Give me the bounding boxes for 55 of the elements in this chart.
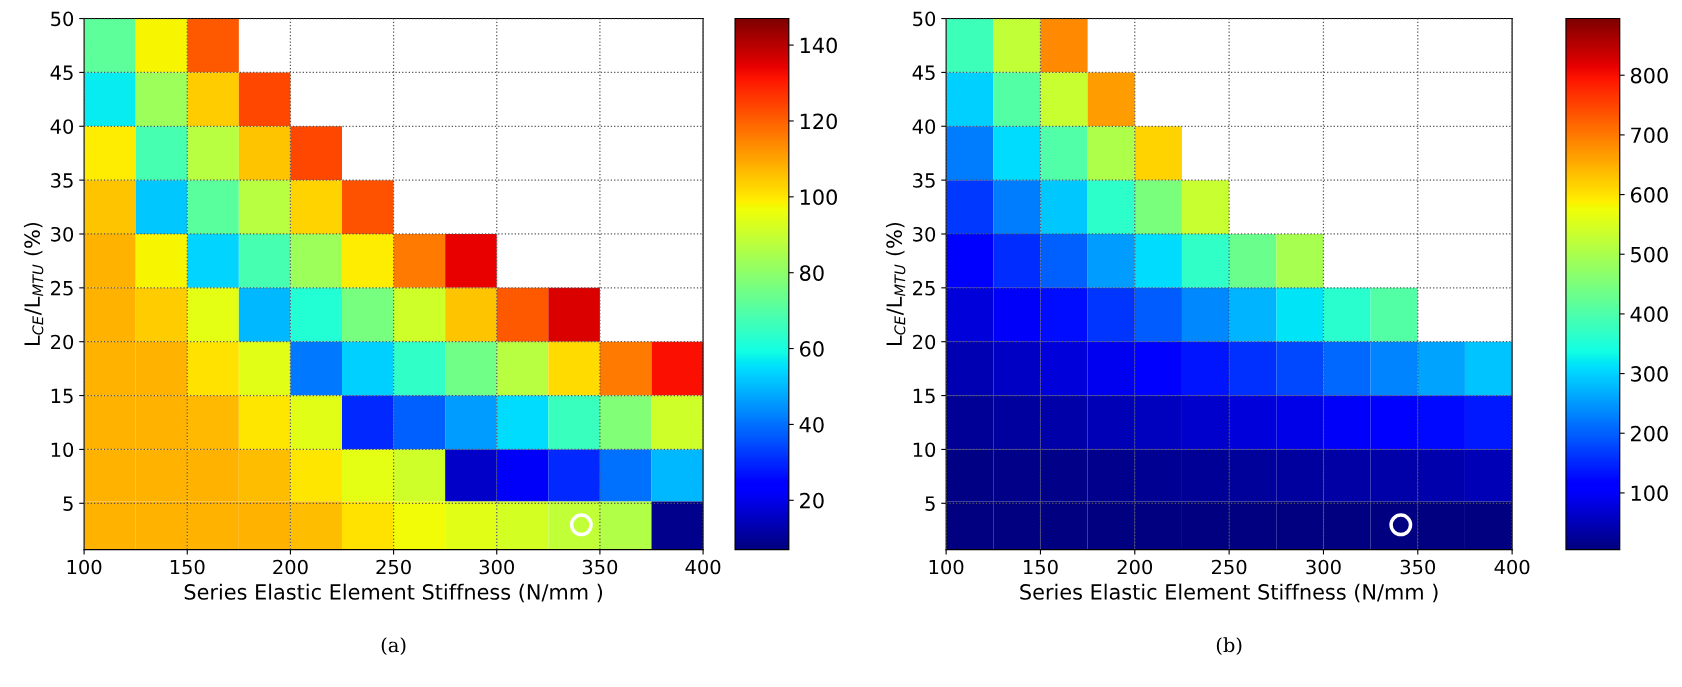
x-tick-label: 300 [479,559,515,575]
x-tick-label: 300 [1306,559,1341,575]
y-tick-label: 30 [51,226,74,242]
y-tick-label: 10 [51,442,74,458]
x-tick-label: 250 [376,559,411,575]
y-tick-label: 25 [51,280,73,296]
y-tick-label: 50 [913,11,936,27]
x-tick-label: 250 [1211,559,1247,575]
y-tick-label: 15 [51,388,73,404]
color-bar-label: 80 [799,265,824,281]
y-tick-label: 20 [51,334,74,350]
y-tick-label: 30 [913,226,936,242]
color-bar-label: 600 [1630,187,1668,203]
color-bar-label: 100 [800,189,837,206]
y-tick-label: 20 [913,334,936,350]
y-tick-label: 40 [50,119,74,134]
text: (b) [1216,637,1242,656]
y-tick-label: 45 [50,65,73,81]
x-tick-label: 400 [1494,559,1530,575]
color-bar-label: 60 [800,341,824,357]
y-axis-title: L$_{CE}$/L$_{MTU}$ (%) [23,222,44,346]
y-tick-label: 45 [912,65,935,81]
text: (a) [381,637,406,656]
color-bar-label: 500 [1631,246,1668,263]
y-axis-title: L$_{CE}$/L$_{MTU}$ (%) [885,222,906,346]
color-bar-label: 120 [800,113,837,130]
x-tick-label: 100 [67,559,102,575]
x-axis-title: Series Elastic Element Stiffness (N/mm ) [1020,583,1438,603]
y-tick-label: 5 [925,496,935,511]
x-tick-label: 200 [273,559,308,575]
color-bar-label: 140 [800,37,837,54]
y-tick-label: 50 [51,11,74,27]
color-bar-label: 300 [1631,366,1668,382]
color-bar-label: 200 [1631,425,1668,442]
y-tick-label: 15 [913,388,935,404]
y-tick-label: 35 [913,173,935,188]
x-tick-label: 400 [685,559,721,575]
x-tick-label: 200 [1117,559,1153,575]
color-bar-label: 100 [1631,485,1668,502]
y-tick-label: 25 [913,280,935,296]
y-tick-label: 40 [912,119,936,134]
y-tick-label: 10 [913,442,936,458]
color-bar-label: 800 [1630,67,1668,84]
y-tick-label: 5 [63,496,73,511]
color-bar-label: 20 [800,492,824,509]
color-bar-label: 700 [1631,127,1668,144]
x-tick-label: 150 [1024,559,1058,575]
x-tick-label: 350 [1400,559,1436,575]
y-tick-label: 35 [51,173,73,188]
x-axis-title: Series Elastic Element Stiffness (N/mm ) [184,583,603,603]
x-tick-label: 150 [170,559,205,575]
color-bar-label: 400 [1630,306,1668,323]
x-tick-label: 100 [929,559,964,575]
color-bar-label: 40 [799,416,824,433]
x-tick-label: 350 [582,559,618,575]
